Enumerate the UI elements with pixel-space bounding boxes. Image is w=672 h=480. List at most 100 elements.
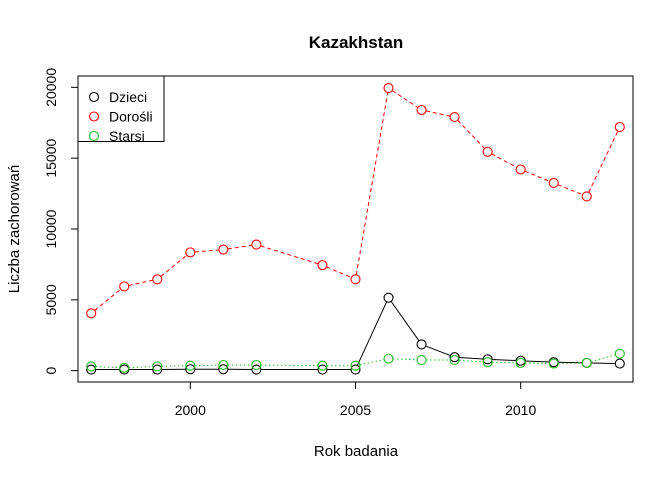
series-line-segment [355,92,389,275]
series-line-segment [392,90,419,108]
data-point [614,121,625,133]
data-point [515,357,526,368]
data-point [581,357,592,368]
x-tick-label: 2005 [340,402,371,418]
legend-marker [88,130,100,142]
data-point [515,355,526,366]
y-tick-label: 20000 [43,68,59,107]
data-point [416,104,427,116]
chart-title: Kazakhstan [309,33,403,52]
data-point [383,292,394,303]
data-point [449,352,460,363]
data-point [482,146,493,157]
series-line-segment [356,301,388,366]
data-point [218,359,229,371]
series-line-segment [525,362,550,364]
data-point [119,362,130,373]
series-line-segment [393,358,418,361]
data-point [218,244,229,255]
data-point [581,191,592,202]
series-line-segment [326,266,352,278]
series-line-segment [588,130,619,193]
series-layer [86,82,625,375]
data-point [383,82,394,94]
data-point [350,274,361,285]
data-point [185,360,196,371]
y-tick-label: 0 [43,367,59,375]
data-point [482,354,493,365]
data-point [614,358,625,369]
y-axis: 0 5000 10000 15000 20000 [43,68,79,375]
y-tick-label: 15000 [43,138,59,177]
data-point [548,177,559,189]
data-point [185,364,196,375]
series-line-segment [425,110,451,117]
series-line-segment [194,364,219,367]
data-point [449,354,460,366]
data-point [350,360,361,371]
data-point [449,112,460,123]
data-point [416,354,427,366]
series-line-segment [128,366,153,369]
series-line-segment [95,366,120,369]
legend-box [77,75,165,142]
series-line-segment [390,301,420,342]
series-line-segment [491,153,517,168]
data-point [383,353,394,364]
data-point [350,364,361,375]
series-line-segment [557,184,583,196]
series-2 [86,82,625,319]
series-line-segment [128,279,153,286]
legend: Dzieci Dorośli Starsi [77,75,165,144]
series-line-segment [525,360,550,363]
data-point [515,164,526,175]
data-point [86,308,97,319]
data-point [218,364,229,375]
series-line-segment [161,365,186,367]
data-point [251,359,262,371]
series-line-segment [359,359,385,366]
series-line-segment [524,170,550,182]
data-point [614,348,625,359]
series-line-segment [457,119,485,149]
series-line-segment [492,361,517,364]
data-point [317,360,328,371]
y-tick-label: 10000 [43,209,59,248]
data-point [251,239,262,250]
data-point [317,260,328,271]
data-point [185,247,196,258]
data-point [251,364,262,375]
series-1 [86,292,625,375]
series-line-segment [260,364,318,367]
series-line-segment [227,244,253,250]
y-axis-label: Liczba zachorowań [6,165,23,293]
series-line-segment [260,245,319,265]
series-line-segment [591,362,616,364]
data-point [482,357,493,368]
data-point [119,281,130,292]
series-line-segment [459,356,484,360]
y-tick-label: 5000 [43,284,59,315]
legend-marker [88,91,100,103]
x-axis: 2000 2005 2010 [175,381,536,418]
series-line-segment [194,249,219,253]
series-line-segment [590,354,616,363]
series-line-segment [425,345,451,357]
data-point [152,364,163,375]
series-line-segment [558,362,583,364]
series-line-segment [492,359,517,362]
data-point [152,361,163,372]
x-tick-label: 2000 [175,402,206,418]
x-axis-label: Rok badania [314,443,399,460]
data-point [416,339,427,350]
data-point [86,364,97,375]
series-line-segment [160,254,188,277]
legend-label: Dzieci [109,89,147,105]
legend-label: Starsi [109,128,145,144]
data-point [152,274,163,285]
series-3 [86,348,625,373]
legend-label: Dorośli [109,109,153,125]
x-tick-label: 2010 [505,402,536,418]
data-point [317,364,328,375]
